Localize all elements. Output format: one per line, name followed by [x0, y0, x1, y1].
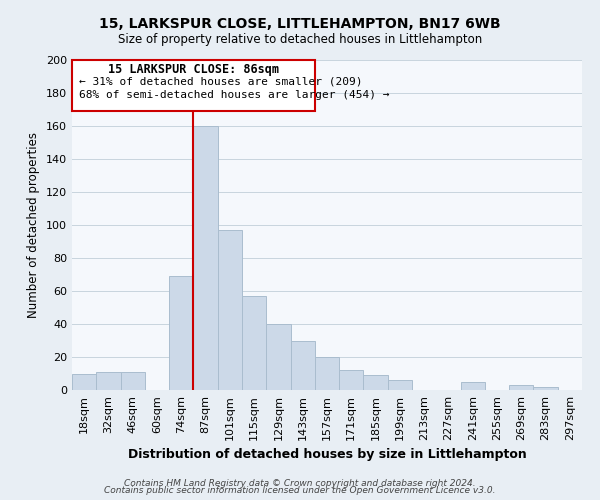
- Text: 68% of semi-detached houses are larger (454) →: 68% of semi-detached houses are larger (…: [79, 90, 390, 100]
- Text: Size of property relative to detached houses in Littlehampton: Size of property relative to detached ho…: [118, 32, 482, 46]
- Bar: [121, 372, 145, 390]
- Bar: [193, 126, 218, 390]
- Bar: [72, 374, 96, 390]
- Bar: [169, 276, 193, 390]
- Bar: [533, 386, 558, 390]
- Text: Contains HM Land Registry data © Crown copyright and database right 2024.: Contains HM Land Registry data © Crown c…: [124, 478, 476, 488]
- Bar: [96, 372, 121, 390]
- X-axis label: Distribution of detached houses by size in Littlehampton: Distribution of detached houses by size …: [128, 448, 526, 462]
- Bar: [388, 380, 412, 390]
- Text: ← 31% of detached houses are smaller (209): ← 31% of detached houses are smaller (20…: [79, 76, 363, 86]
- Bar: [509, 385, 533, 390]
- Bar: [218, 230, 242, 390]
- Bar: [315, 357, 339, 390]
- FancyBboxPatch shape: [72, 60, 315, 111]
- Bar: [242, 296, 266, 390]
- Bar: [461, 382, 485, 390]
- Bar: [339, 370, 364, 390]
- Y-axis label: Number of detached properties: Number of detached properties: [28, 132, 40, 318]
- Bar: [364, 375, 388, 390]
- Text: 15, LARKSPUR CLOSE, LITTLEHAMPTON, BN17 6WB: 15, LARKSPUR CLOSE, LITTLEHAMPTON, BN17 …: [99, 18, 501, 32]
- Text: 15 LARKSPUR CLOSE: 86sqm: 15 LARKSPUR CLOSE: 86sqm: [108, 64, 279, 76]
- Text: Contains public sector information licensed under the Open Government Licence v3: Contains public sector information licen…: [104, 486, 496, 495]
- Bar: [290, 340, 315, 390]
- Bar: [266, 324, 290, 390]
